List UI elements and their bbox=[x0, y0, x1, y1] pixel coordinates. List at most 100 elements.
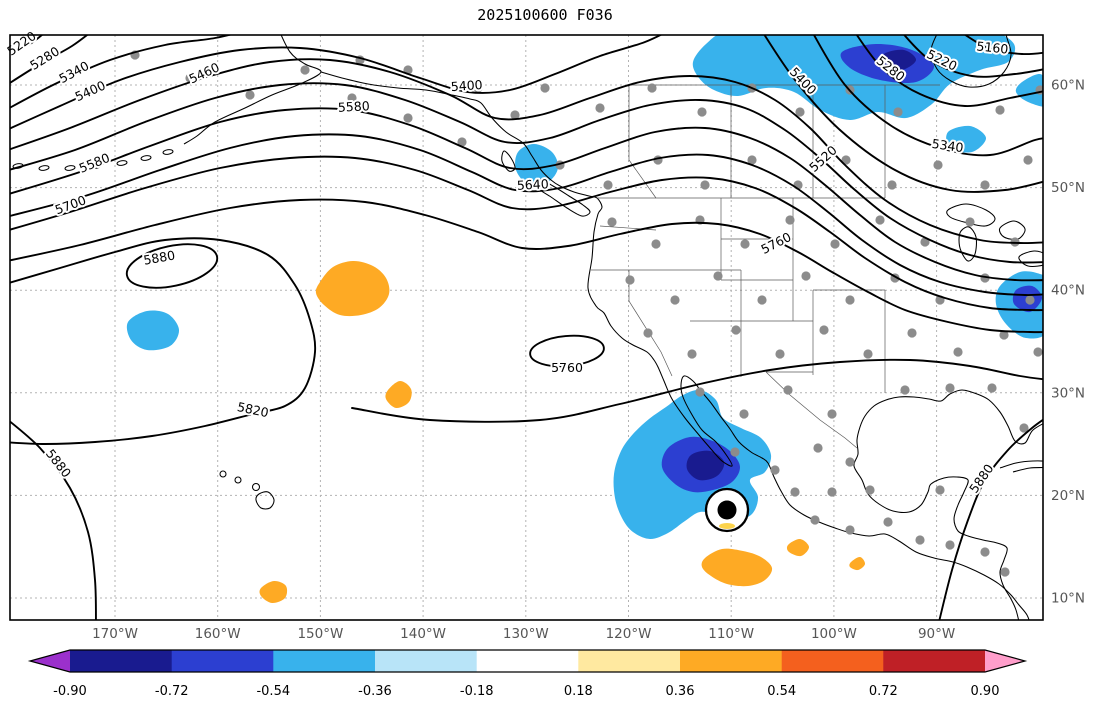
station-dot bbox=[730, 447, 740, 457]
contour-5220 bbox=[10, 35, 44, 56]
station-dot bbox=[987, 383, 997, 393]
lon-tick-label: 110°W bbox=[708, 626, 754, 642]
colorbar-segment bbox=[70, 650, 173, 672]
colorbar-segment bbox=[680, 650, 783, 672]
colorbar-tick-label: 0.90 bbox=[971, 684, 1000, 699]
map-frame bbox=[9, 34, 1044, 621]
station-dot bbox=[965, 217, 975, 227]
station-dot bbox=[747, 155, 757, 165]
station-dot bbox=[607, 217, 617, 227]
axis-tick-labels: 170°W 160°W 150°W 140°W 130°W 120°W 110°W 100°W… bbox=[92, 78, 1085, 643]
station-dot bbox=[915, 535, 925, 545]
contour-5820 bbox=[351, 358, 1043, 423]
state-border bbox=[628, 270, 673, 377]
anomaly-pacific-pos-2 bbox=[385, 380, 412, 409]
colorbar-segment bbox=[883, 650, 986, 672]
station-dot bbox=[801, 271, 811, 281]
aleutian-island bbox=[116, 160, 128, 166]
station-dot bbox=[1033, 347, 1043, 357]
cyclone-gold-patch bbox=[719, 523, 735, 529]
coastline bbox=[930, 35, 1012, 88]
island-outline bbox=[1018, 250, 1043, 267]
island-outline bbox=[536, 178, 591, 217]
station-dot bbox=[473, 83, 483, 93]
station-dot bbox=[1000, 567, 1010, 577]
station-dot bbox=[845, 457, 855, 467]
figure-title: 2025100600 F036 bbox=[477, 6, 612, 24]
colorbar-tick-label: -0.54 bbox=[256, 684, 290, 699]
hawaii-island bbox=[251, 482, 261, 492]
station-dot bbox=[687, 349, 697, 359]
station-dot bbox=[300, 65, 310, 75]
contour-5280 bbox=[10, 35, 89, 85]
lat-tick-label: 50°N bbox=[1051, 180, 1085, 196]
colorbar-tick-label: -0.36 bbox=[358, 684, 392, 699]
lon-tick-label: 170°W bbox=[92, 626, 138, 642]
station-dot bbox=[647, 83, 657, 93]
station-dot bbox=[953, 347, 963, 357]
anomaly-south-of-tc-pos-c bbox=[849, 556, 866, 571]
station-dot bbox=[933, 160, 943, 170]
station-dot bbox=[740, 239, 750, 249]
contour-label: 5340 bbox=[931, 136, 965, 155]
colorbar-segment bbox=[476, 650, 579, 672]
contour-label: 5760 bbox=[551, 360, 583, 375]
station-dot bbox=[457, 137, 467, 147]
station-dot bbox=[783, 385, 793, 395]
anomaly-vancouver-neg bbox=[515, 144, 559, 186]
station-dot bbox=[875, 215, 885, 225]
hawaii-island bbox=[219, 470, 227, 478]
contour-label: 5520 bbox=[806, 142, 840, 174]
lat-tick-label: 60°N bbox=[1051, 78, 1085, 94]
station-dot bbox=[1025, 295, 1035, 305]
station-dot bbox=[845, 525, 855, 535]
station-dot bbox=[347, 93, 357, 103]
contour-5400 bbox=[10, 35, 663, 130]
contour-label: 5160 bbox=[976, 38, 1009, 56]
contour-label: 5400 bbox=[450, 77, 483, 94]
contour-label: 5280 bbox=[27, 43, 62, 73]
station-dot bbox=[907, 328, 917, 338]
contour-label: 5580 bbox=[337, 98, 370, 115]
lat-tick-label: 20°N bbox=[1051, 488, 1085, 504]
anomaly-canada-neg-b bbox=[946, 125, 987, 153]
station-dot bbox=[995, 105, 1005, 115]
station-dot bbox=[810, 515, 820, 525]
state-borders bbox=[591, 84, 940, 449]
station-dot bbox=[827, 409, 837, 419]
station-dot bbox=[775, 349, 785, 359]
contour-5820 bbox=[10, 237, 317, 445]
contour-5160 bbox=[963, 35, 1043, 56]
anomaly-hawaii-north-neg bbox=[126, 310, 180, 351]
colorbar-tick-label: -0.90 bbox=[53, 684, 87, 699]
anomaly-canada-neg bbox=[692, 35, 1016, 121]
colorbar-tick-label: 0.54 bbox=[767, 684, 796, 699]
station-dot bbox=[845, 295, 855, 305]
aleutian-island bbox=[38, 165, 50, 171]
contour-5880 bbox=[938, 418, 1043, 620]
station-dot bbox=[790, 487, 800, 497]
contour-label: 5580 bbox=[77, 150, 112, 176]
lon-tick-label: 140°W bbox=[400, 626, 446, 642]
lat-tick-label: 10°N bbox=[1051, 591, 1085, 607]
hawaii-island bbox=[234, 476, 242, 484]
station-dot bbox=[887, 180, 897, 190]
aleutian-island bbox=[162, 149, 174, 155]
colorbar-segment bbox=[375, 650, 478, 672]
colorbar-low-arrow bbox=[30, 650, 70, 672]
station-dot bbox=[945, 540, 955, 550]
contour-5880 bbox=[125, 243, 219, 289]
station-dot bbox=[245, 90, 255, 100]
colorbar-tick-label: 0.36 bbox=[666, 684, 695, 699]
colorbar-tick-label: -0.72 bbox=[155, 684, 189, 699]
contour-label: 5880 bbox=[43, 446, 74, 480]
station-dot bbox=[700, 180, 710, 190]
island-outline bbox=[998, 220, 1026, 241]
station-dots bbox=[130, 50, 1043, 577]
colorbar-outline bbox=[27, 649, 1028, 673]
contour-5520 bbox=[10, 82, 1043, 264]
station-dot bbox=[830, 239, 840, 249]
station-dot bbox=[510, 110, 520, 120]
